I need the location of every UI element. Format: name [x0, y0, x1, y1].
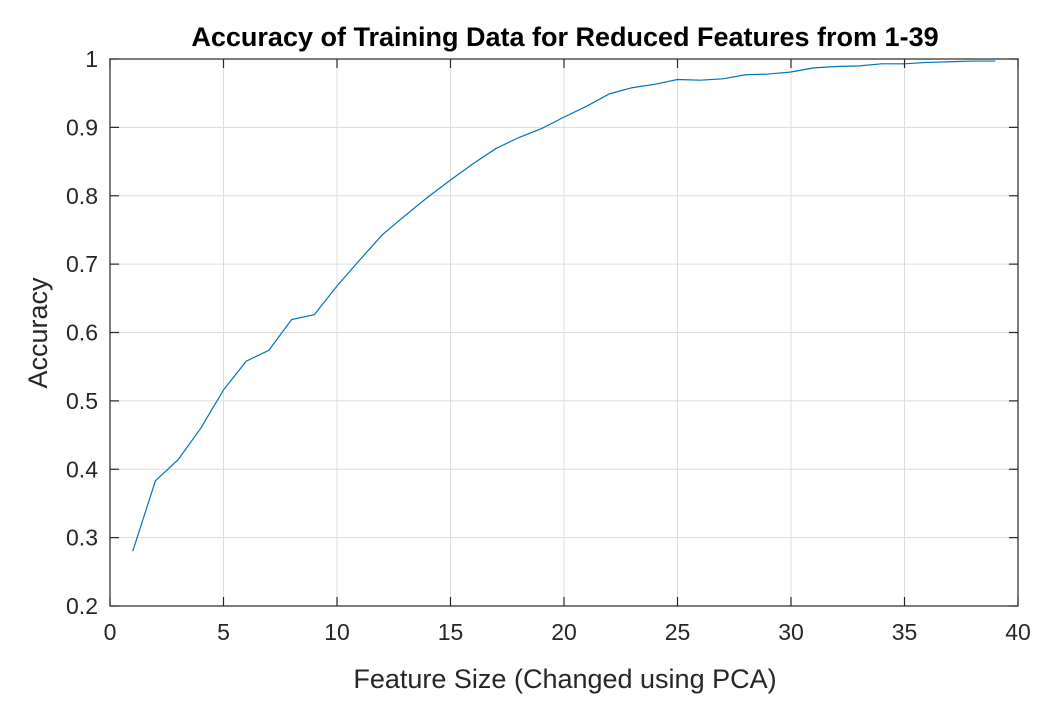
y-tick-label: 0.8: [66, 183, 98, 209]
x-tick-label: 35: [892, 619, 918, 645]
y-tick-label: 0.3: [66, 525, 98, 551]
y-tick-label: 0.6: [66, 320, 98, 346]
x-tick-label: 0: [104, 619, 117, 645]
y-tick-label: 1: [85, 46, 98, 72]
y-tick-label: 0.9: [66, 114, 98, 140]
y-axis-label: Accuracy: [23, 277, 53, 389]
x-tick-label: 30: [778, 619, 804, 645]
tick-labels: 0 5 10 15 20 25 30 35 40 0.2 0.3 0.4 0.5 0.6 0.7 0.8 0.9…: [66, 46, 1031, 645]
ticks: [109, 58, 1019, 607]
x-axis-label: Feature Size (Changed using PCA): [353, 664, 776, 694]
y-tick-label: 0.2: [66, 593, 98, 619]
x-tick-label: 20: [551, 619, 577, 645]
x-tick-label: 40: [1005, 619, 1031, 645]
chart-title: Accuracy of Training Data for Reduced Fe…: [191, 22, 938, 52]
x-tick-label: 5: [217, 619, 230, 645]
series-group: [132, 60, 996, 552]
series-line: [132, 60, 996, 552]
y-tick-label: 0.5: [66, 388, 98, 414]
y-tick-label: 0.7: [66, 251, 98, 277]
y-tick-label: 0.4: [66, 456, 98, 482]
x-tick-label: 15: [438, 619, 464, 645]
x-tick-label: 10: [324, 619, 350, 645]
x-tick-label: 25: [665, 619, 691, 645]
